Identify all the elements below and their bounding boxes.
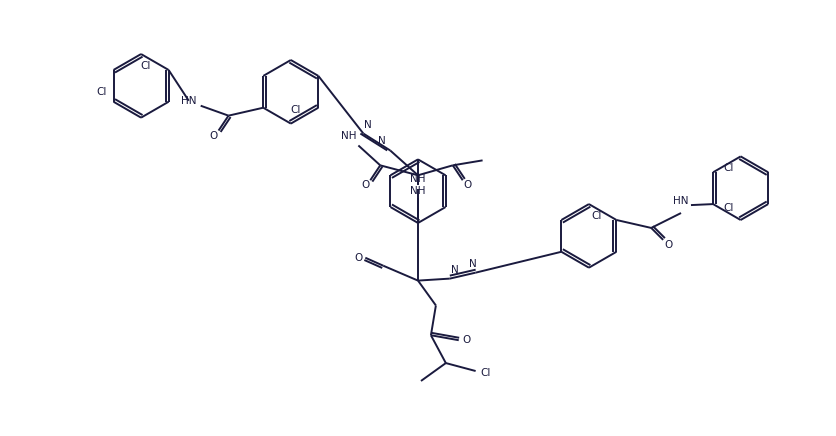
Text: Cl: Cl <box>96 87 107 97</box>
Text: O: O <box>354 253 362 263</box>
Text: NH: NH <box>410 186 426 196</box>
Text: O: O <box>463 180 472 190</box>
Text: NH: NH <box>410 174 426 184</box>
Text: Cl: Cl <box>290 105 301 115</box>
Text: NH: NH <box>340 130 356 140</box>
Text: O: O <box>462 335 471 345</box>
Text: O: O <box>663 240 671 250</box>
Text: HN: HN <box>181 96 196 106</box>
Text: N: N <box>364 119 372 129</box>
Text: Cl: Cl <box>591 211 601 221</box>
Text: Cl: Cl <box>722 203 733 213</box>
Text: Cl: Cl <box>480 368 490 378</box>
Text: O: O <box>361 180 369 190</box>
Text: N: N <box>468 259 476 269</box>
Text: O: O <box>209 130 217 140</box>
Text: HN: HN <box>672 196 688 206</box>
Text: Cl: Cl <box>140 61 151 71</box>
Text: Cl: Cl <box>722 164 733 174</box>
Text: N: N <box>378 136 385 146</box>
Text: N: N <box>451 265 458 275</box>
